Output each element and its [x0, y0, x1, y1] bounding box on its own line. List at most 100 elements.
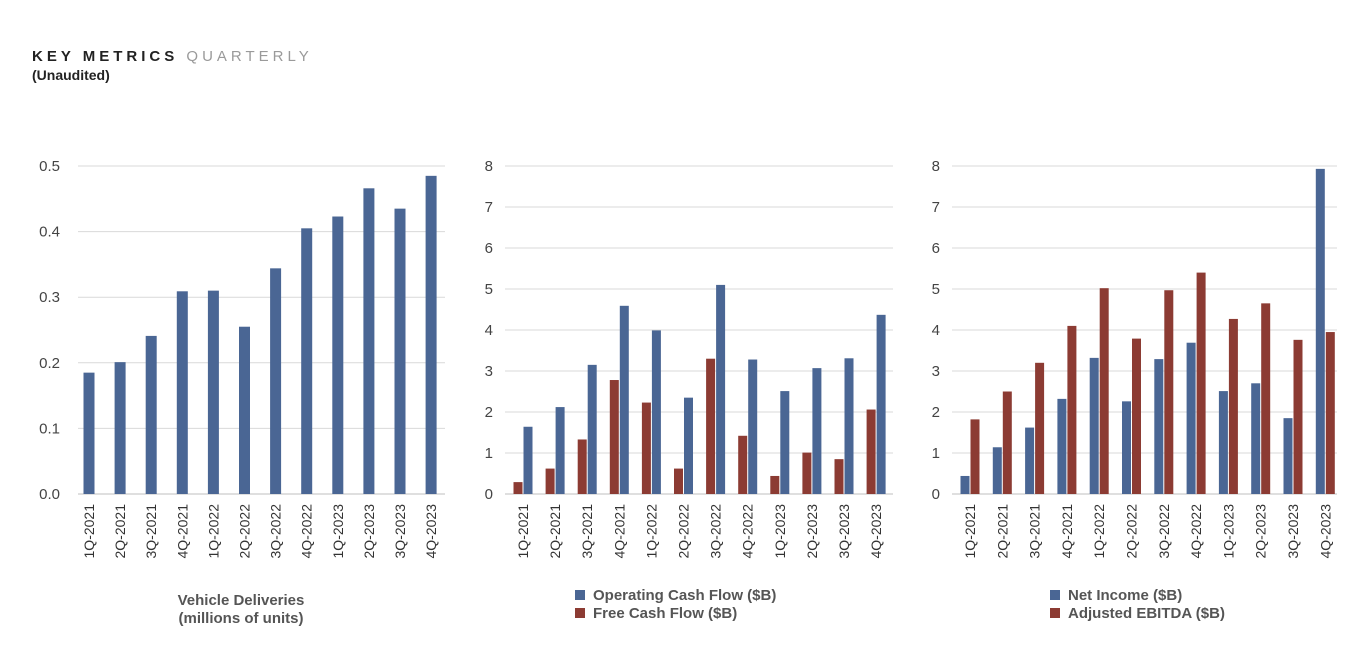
bar-net-income-b [1315, 168, 1325, 494]
y-tick-label: 0.5 [39, 158, 60, 175]
y-tick-label: 0.2 [39, 355, 60, 372]
title-light: QUARTERLY [186, 48, 313, 65]
x-tick-label: 4Q-2023 [1317, 504, 1333, 559]
x-tick-label: 2Q-2023 [361, 504, 377, 559]
y-tick-label: 3 [932, 363, 940, 380]
bar-free-cash-flow-b [513, 482, 523, 494]
bar-net-income-b [1186, 342, 1196, 494]
bar-vehicle-deliveries [394, 208, 406, 494]
bar-operating-cash-flow-b [812, 368, 822, 494]
x-tick-label: 3Q-2021 [143, 504, 159, 559]
bar-net-income-b [1251, 383, 1261, 494]
legend-swatch [1050, 608, 1060, 618]
y-tick-label: 3 [485, 363, 493, 380]
y-tick-label: 8 [485, 158, 493, 175]
bar-adjusted-ebitda-b [1261, 303, 1271, 494]
bar-net-income-b [1218, 391, 1228, 494]
x-axis-label: Vehicle Deliveries [178, 592, 305, 609]
bar-vehicle-deliveries [270, 268, 282, 494]
x-tick-label: 1Q-2023 [330, 504, 346, 559]
report-title: KEY METRICS QUARTERLY [32, 48, 313, 66]
y-tick-label: 1 [485, 445, 493, 462]
bar-operating-cash-flow-b [748, 359, 758, 494]
y-tick-label: 1 [932, 445, 940, 462]
y-tick-label: 2 [932, 404, 940, 421]
bar-operating-cash-flow-b [619, 305, 629, 494]
x-tick-label: 2Q-2021 [547, 504, 563, 559]
x-tick-label: 4Q-2021 [611, 504, 627, 559]
bar-vehicle-deliveries [239, 326, 250, 494]
y-tick-label: 0 [485, 486, 493, 503]
bar-adjusted-ebitda-b [1067, 325, 1077, 494]
x-tick-label: 3Q-2022 [268, 504, 284, 559]
x-tick-label: 3Q-2021 [1027, 504, 1043, 559]
bar-adjusted-ebitda-b [970, 419, 980, 494]
title-bold: KEY METRICS [32, 48, 179, 65]
x-tick-label: 2Q-2022 [1124, 504, 1140, 559]
y-tick-label: 7 [932, 199, 940, 216]
x-tick-label: 3Q-2023 [1285, 504, 1301, 559]
legend-swatch [1050, 590, 1060, 600]
bar-vehicle-deliveries [425, 175, 437, 494]
x-tick-label: 3Q-2023 [392, 504, 408, 559]
x-tick-label: 4Q-2021 [1059, 504, 1075, 559]
bar-free-cash-flow-b [770, 475, 780, 494]
bar-free-cash-flow-b [577, 439, 587, 494]
bar-operating-cash-flow-b [876, 314, 886, 494]
bar-free-cash-flow-b [641, 402, 651, 494]
x-tick-label: 4Q-2022 [299, 504, 315, 559]
x-tick-label: 3Q-2022 [1156, 504, 1172, 559]
bar-operating-cash-flow-b [523, 426, 533, 494]
legend-label: Net Income ($B) [1068, 587, 1182, 604]
bar-free-cash-flow-b [866, 409, 876, 494]
y-tick-label: 0.0 [39, 486, 60, 503]
x-tick-label: 2Q-2023 [1253, 504, 1269, 559]
x-tick-label: 2Q-2023 [804, 504, 820, 559]
bar-net-income-b [1283, 418, 1293, 494]
bar-adjusted-ebitda-b [1293, 339, 1303, 494]
bar-net-income-b [1025, 427, 1035, 494]
bar-vehicle-deliveries [332, 216, 344, 494]
bar-operating-cash-flow-b [555, 407, 565, 494]
bar-free-cash-flow-b [674, 468, 683, 494]
y-tick-label: 8 [932, 158, 940, 175]
bar-vehicle-deliveries [176, 291, 188, 494]
bar-vehicle-deliveries [114, 362, 126, 494]
x-tick-label: 2Q-2022 [237, 504, 253, 559]
y-tick-label: 7 [485, 199, 493, 216]
bar-operating-cash-flow-b [716, 284, 726, 494]
bar-free-cash-flow-b [834, 459, 844, 494]
x-tick-label: 4Q-2021 [174, 504, 190, 559]
bar-operating-cash-flow-b [844, 358, 854, 494]
report-subtitle: (Unaudited) [32, 67, 110, 83]
legend-label: Adjusted EBITDA ($B) [1068, 605, 1225, 622]
x-tick-label: 1Q-2023 [772, 504, 788, 559]
bar-free-cash-flow-b [738, 435, 748, 494]
bar-adjusted-ebitda-b [1099, 288, 1109, 494]
bar-adjusted-ebitda-b [1196, 272, 1206, 494]
x-tick-label: 3Q-2022 [708, 504, 724, 559]
bar-net-income-b [1089, 357, 1099, 494]
bar-vehicle-deliveries [363, 188, 375, 494]
y-tick-label: 4 [932, 322, 940, 339]
bar-net-income-b [1122, 401, 1131, 494]
bar-net-income-b [992, 447, 1002, 494]
x-tick-label: 4Q-2022 [740, 504, 756, 559]
y-tick-label: 4 [485, 322, 493, 339]
bar-net-income-b [960, 475, 970, 494]
bar-free-cash-flow-b [609, 380, 619, 494]
x-tick-label: 2Q-2022 [676, 504, 692, 559]
y-tick-label: 0 [932, 486, 940, 503]
x-tick-label: 4Q-2022 [1188, 504, 1204, 559]
legend-swatch [575, 590, 585, 600]
bar-operating-cash-flow-b [651, 330, 661, 494]
x-tick-label: 4Q-2023 [423, 504, 439, 559]
y-tick-label: 6 [932, 240, 940, 257]
bar-adjusted-ebitda-b [1164, 290, 1174, 494]
x-tick-label: 1Q-2022 [643, 504, 659, 559]
y-tick-label: 5 [932, 281, 940, 298]
bar-adjusted-ebitda-b [1035, 362, 1045, 494]
x-tick-label: 1Q-2023 [1220, 504, 1236, 559]
bar-adjusted-ebitda-b [1002, 391, 1012, 494]
